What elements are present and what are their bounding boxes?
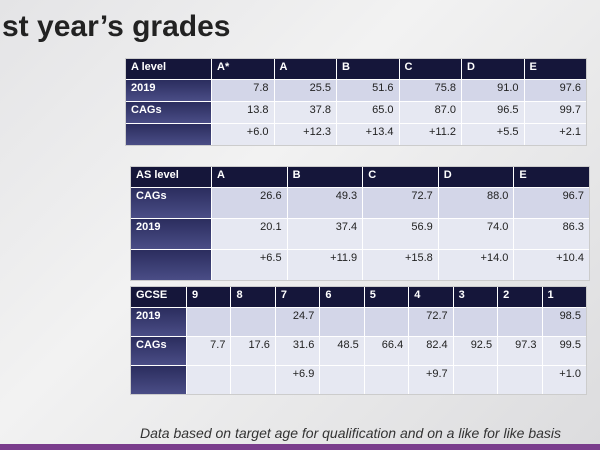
table-cell: +9.7	[409, 366, 453, 394]
table-cell: +5.5	[462, 124, 524, 145]
table-cell	[126, 124, 211, 145]
table-cell: +1.0	[542, 366, 586, 394]
table-cell: 2019	[131, 219, 211, 249]
table-cell: 7	[275, 287, 320, 307]
table-cell: 7.7	[187, 337, 231, 365]
table-cell: 87.0	[399, 102, 461, 123]
table-cell: 6	[320, 287, 364, 307]
table-cell: A*	[212, 59, 274, 79]
table-cell: 2019	[126, 80, 211, 101]
table-cell: 3	[453, 287, 498, 307]
table-cell: 9	[187, 287, 231, 307]
table-cell: 26.6	[212, 188, 287, 218]
table-cell	[453, 308, 498, 336]
table-cell	[231, 366, 275, 394]
table-cell: 20.1	[212, 219, 287, 249]
table-cell: +15.8	[363, 250, 438, 280]
table-cell: 17.6	[231, 337, 275, 365]
table-cell: +11.2	[399, 124, 461, 145]
table-cell: +11.9	[287, 250, 363, 280]
table-cell: E	[524, 59, 586, 79]
table-cell: B	[337, 59, 399, 79]
table-cell: 91.0	[462, 80, 524, 101]
table-cell: +14.0	[438, 250, 514, 280]
table-cell: 74.0	[438, 219, 514, 249]
table-cell: 51.6	[337, 80, 399, 101]
table-cell: A	[212, 167, 287, 187]
table-cell: +13.4	[337, 124, 399, 145]
table-cell	[498, 308, 542, 336]
table-cell: 72.7	[409, 308, 453, 336]
table-cell	[187, 308, 231, 336]
table-cell: 2	[498, 287, 542, 307]
table-cell: CAGs	[131, 337, 186, 365]
table-cell	[364, 366, 409, 394]
table-cell: 72.7	[363, 188, 438, 218]
table-cell: 2019	[131, 308, 186, 336]
table-cell: 48.5	[320, 337, 364, 365]
table-cell: 99.5	[542, 337, 586, 365]
table-cell	[364, 308, 409, 336]
table-cell: CAGs	[131, 188, 211, 218]
table-cell: 98.5	[542, 308, 586, 336]
table-cell: 75.8	[399, 80, 461, 101]
table-cell: +6.9	[275, 366, 320, 394]
table-cell	[320, 366, 364, 394]
table-cell: GCSE	[131, 287, 186, 307]
table-cell: D	[462, 59, 524, 79]
table-cell: A level	[126, 59, 211, 79]
table-cell: 88.0	[438, 188, 514, 218]
table-cell	[131, 250, 211, 280]
footer-note: Data based on target age for qualificati…	[140, 425, 562, 441]
table-cell: 97.6	[524, 80, 586, 101]
table-cell: 5	[364, 287, 409, 307]
table-cell	[453, 366, 498, 394]
table-cell: A	[274, 59, 336, 79]
table-cell: 92.5	[453, 337, 498, 365]
table-cell: 4	[409, 287, 453, 307]
as-level-table: AS level A B C D E CAGs 26.6 49.3 72.7 88.0 96.7 201…	[130, 166, 590, 281]
title: st year’s grades	[2, 10, 231, 43]
table-cell: B	[287, 167, 363, 187]
table-cell: +12.3	[274, 124, 336, 145]
table-cell: 65.0	[337, 102, 399, 123]
table-cell: 96.5	[462, 102, 524, 123]
table-cell	[131, 366, 186, 394]
table-cell	[498, 366, 542, 394]
gcse-table: GCSE 9 8 7 6 5 4 3 2 1 2019 24.7 72.7 98.5 CAGs 7.7 17.6…	[130, 286, 587, 395]
table-cell	[231, 308, 275, 336]
table-cell: +6.5	[212, 250, 287, 280]
table-cell: 96.7	[514, 188, 589, 218]
table-cell: C	[399, 59, 461, 79]
table-cell: AS level	[131, 167, 211, 187]
table-cell: 99.7	[524, 102, 586, 123]
table-cell: 86.3	[514, 219, 589, 249]
table-cell: 24.7	[275, 308, 320, 336]
table-cell: 37.4	[287, 219, 363, 249]
table-cell	[320, 308, 364, 336]
table-cell: +10.4	[514, 250, 589, 280]
table-cell: 31.6	[275, 337, 320, 365]
table-cell: E	[514, 167, 589, 187]
table-cell: +2.1	[524, 124, 586, 145]
table-cell: 7.8	[212, 80, 274, 101]
table-cell: 8	[231, 287, 275, 307]
table-cell: 37.8	[274, 102, 336, 123]
table-cell: 97.3	[498, 337, 542, 365]
table-cell: 56.9	[363, 219, 438, 249]
table-cell: C	[363, 167, 438, 187]
table-cell: 13.8	[212, 102, 274, 123]
accent-bar	[0, 444, 600, 450]
table-cell	[187, 366, 231, 394]
table-cell: 82.4	[409, 337, 453, 365]
table-cell: +6.0	[212, 124, 274, 145]
table-cell: D	[438, 167, 514, 187]
table-cell: 66.4	[364, 337, 409, 365]
table-cell: 1	[542, 287, 586, 307]
table-cell: 25.5	[274, 80, 336, 101]
table-cell: CAGs	[126, 102, 211, 123]
a-level-table: A level A* A B C D E 2019 7.8 25.5 51.6 75.8 91.0 97.…	[125, 58, 587, 146]
table-cell: 49.3	[287, 188, 363, 218]
